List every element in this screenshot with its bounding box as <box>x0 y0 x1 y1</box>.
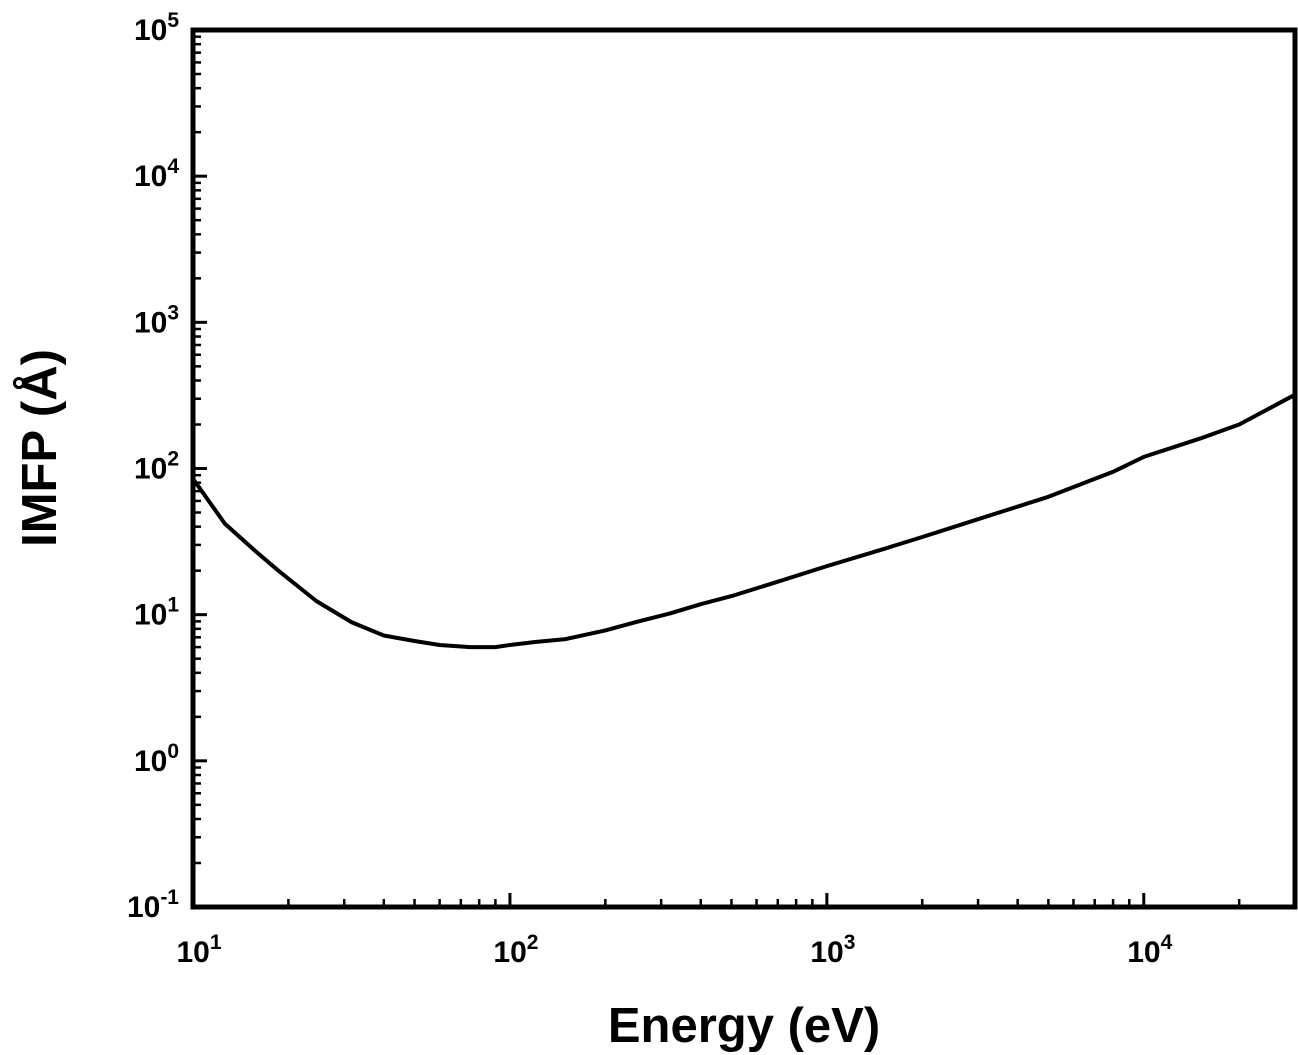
y-tick-label: 10-1 <box>127 886 179 924</box>
ticks-layer <box>191 28 1297 909</box>
y-tick-label: 100 <box>134 740 179 778</box>
x-tick-label: 104 <box>1127 931 1172 969</box>
x-tick-label: 101 <box>176 931 221 969</box>
x-tick-label: 103 <box>810 931 855 969</box>
y-axis-title: IMFP (Å) <box>13 349 67 547</box>
tick-labels-layer: 101 102 103 104 10-1 100 101 102 103 104 105 <box>127 9 1173 969</box>
plot-frame <box>190 27 1298 910</box>
x-axis-title: Energy (eV) <box>608 999 880 1053</box>
y-tick-label: 101 <box>134 594 179 632</box>
y-tick-label: 105 <box>134 9 179 47</box>
imfp-series-line <box>191 392 1297 650</box>
x-tick-label: 102 <box>493 931 538 969</box>
y-tick-label: 103 <box>134 301 179 339</box>
y-tick-label: 102 <box>134 448 179 486</box>
y-tick-label: 104 <box>134 155 179 193</box>
